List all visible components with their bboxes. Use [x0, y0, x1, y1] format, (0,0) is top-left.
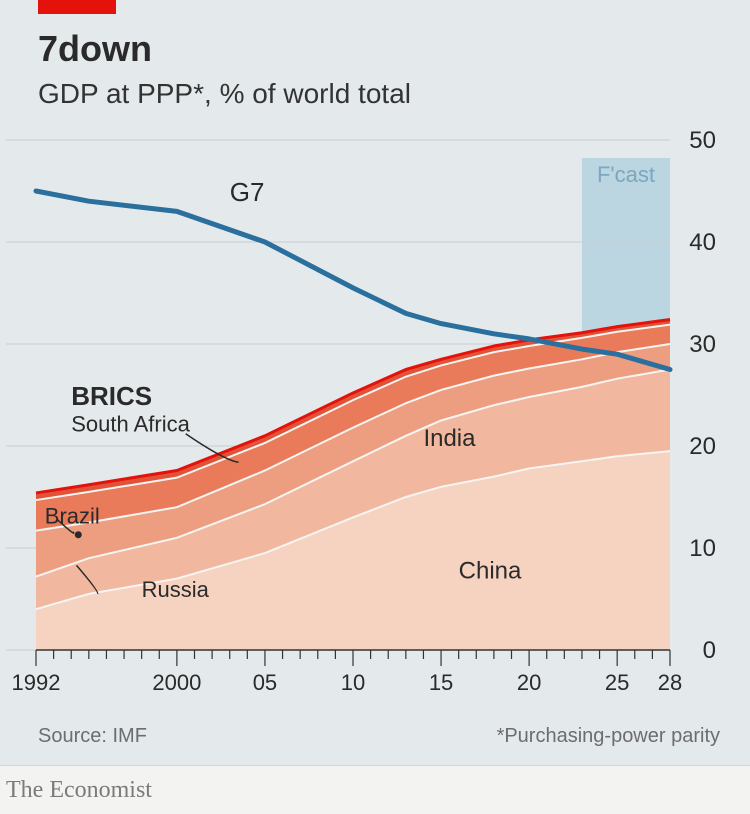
label-india: India	[423, 425, 476, 452]
x-tick-label: 05	[253, 670, 277, 695]
y-tick-label: 10	[689, 535, 716, 562]
chart-area: F'cast 0 10 20 30 40 50 1992 2000 05 10 15 20 25 28 G7 B…	[0, 130, 750, 710]
y-tick-label: 0	[703, 637, 716, 664]
source-text: Source: IMF	[38, 725, 147, 748]
y-tick-label: 50	[689, 130, 716, 154]
chart-svg: F'cast 0 10 20 30 40 50 1992 2000 05 10 15 20 25 28 G7 B…	[0, 130, 750, 710]
y-tick-label: 40	[689, 229, 716, 256]
brand-bar: The Economist	[0, 765, 750, 814]
label-brazil: Brazil	[45, 504, 100, 529]
x-tick-label: 15	[429, 670, 453, 695]
label-russia: Russia	[142, 577, 210, 602]
forecast-label: F'cast	[597, 162, 655, 187]
chart-subtitle: GDP at PPP*, % of world total	[38, 78, 411, 110]
x-tick-label: 25	[605, 670, 629, 695]
label-g7: G7	[230, 177, 265, 207]
footnote-text: *Purchasing-power parity	[497, 725, 720, 748]
label-china: China	[459, 558, 522, 585]
x-tick-label: 2000	[152, 670, 201, 695]
brand-text: The Economist	[0, 777, 152, 803]
economist-red-tab	[38, 0, 116, 14]
chart-title: 7down	[38, 28, 152, 70]
y-tick-label: 20	[689, 433, 716, 460]
y-tick-label: 30	[689, 331, 716, 358]
label-brics: BRICS	[71, 381, 152, 411]
label-sa: South Africa	[71, 412, 190, 437]
x-tick-label: 28	[658, 670, 682, 695]
x-tick-label: 20	[517, 670, 541, 695]
chart-panel: 7down GDP at PPP*, % of world total F'ca…	[0, 0, 750, 814]
pointer-brazil-dot	[75, 531, 82, 538]
x-tick-label: 1992	[12, 670, 61, 695]
x-tick-label: 10	[341, 670, 365, 695]
